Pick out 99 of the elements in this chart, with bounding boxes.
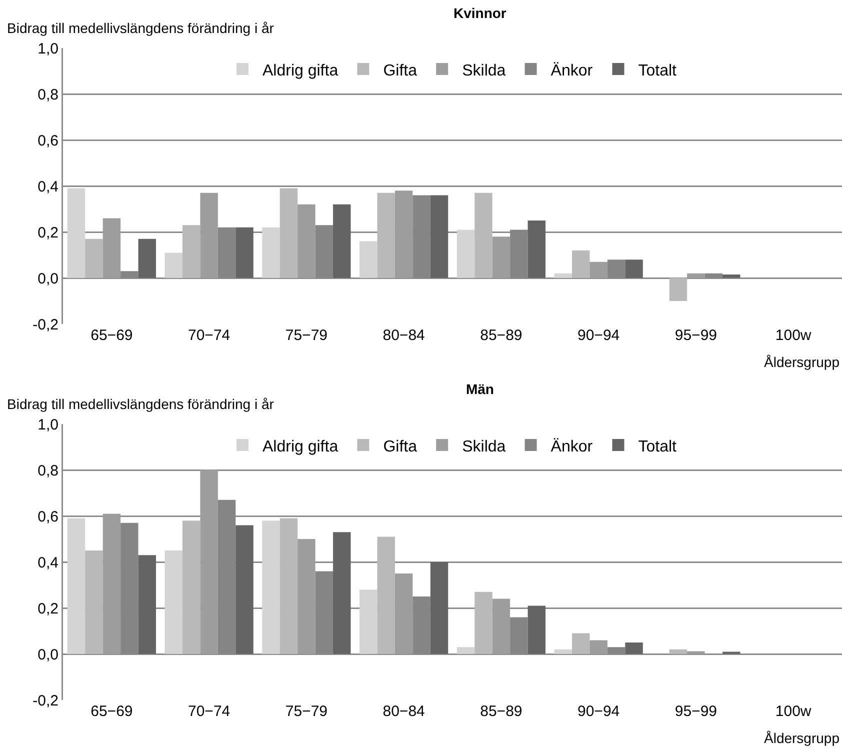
bar [182, 225, 200, 278]
x-tick-label: 65−69 [90, 703, 133, 720]
bar [669, 649, 688, 654]
legend-label: Aldrig gifta [262, 438, 338, 456]
bar [85, 238, 103, 278]
bar [590, 262, 608, 278]
x-tick-label: 95−99 [674, 327, 718, 344]
bar [430, 195, 448, 278]
bar [572, 633, 590, 654]
bar [236, 525, 254, 654]
bar [67, 188, 86, 278]
x-tick-label: 85−89 [480, 327, 522, 344]
x-tick-label: 85−89 [480, 703, 522, 720]
y-tick-label: 0,0 [38, 270, 58, 288]
bar [333, 204, 351, 278]
x-tick-label: 80−84 [382, 327, 425, 344]
y-tick-label: 0,8 [38, 86, 58, 104]
bar [182, 520, 200, 654]
bar [280, 518, 298, 654]
bar [298, 204, 316, 278]
bar [474, 192, 492, 278]
bar [722, 274, 740, 278]
x-tick-label: 65−69 [90, 327, 133, 344]
bar [333, 532, 351, 654]
bar [590, 640, 608, 654]
bar [360, 241, 378, 278]
legend-label: Totalt [638, 438, 678, 456]
legend-label: Änkor [550, 61, 594, 80]
legend-label: Aldrig gifta [262, 62, 338, 80]
legend-label: Gifta [383, 62, 418, 80]
bar [394, 574, 413, 654]
x-tick-label: 90−94 [577, 703, 620, 720]
bar [394, 190, 413, 278]
bar [474, 592, 492, 654]
bar [200, 470, 218, 654]
chart-title: Män [466, 380, 494, 397]
bar [687, 273, 705, 278]
bar [456, 647, 475, 654]
y-tick-label: -0,2 [32, 316, 58, 334]
bar [554, 273, 572, 278]
bar [554, 649, 572, 654]
y-tick-label: 0,8 [38, 462, 58, 480]
y-tick-label: 0,2 [38, 600, 58, 618]
bar [456, 230, 475, 278]
y-tick-label: 1,0 [38, 416, 58, 434]
y-tick-label: 0,4 [38, 178, 58, 196]
x-tick-label: 75−79 [285, 703, 328, 720]
bar [280, 188, 298, 278]
bar [377, 192, 395, 278]
bar [492, 598, 510, 654]
y-tick-label: 0,4 [38, 554, 58, 572]
bar [298, 539, 316, 654]
bar [138, 555, 156, 654]
bar [102, 514, 121, 654]
bar [262, 520, 280, 654]
bar [138, 238, 156, 278]
bar [102, 218, 121, 278]
y-tick-label: 0,6 [38, 508, 58, 526]
bar [625, 642, 643, 654]
bar [572, 250, 590, 278]
bar [528, 220, 546, 278]
y-axis-title: Bidrag till medellivslängdens förändring i år [7, 396, 274, 412]
y-tick-label: 0,6 [38, 132, 58, 150]
x-tick-label: 70−74 [188, 327, 230, 344]
x-axis-title: Åldersgrupp [764, 354, 840, 370]
legend-label: Skilda [462, 438, 506, 456]
bar [236, 227, 254, 278]
bar [262, 227, 280, 278]
y-tick-label: -0,2 [32, 692, 58, 710]
legend-label: Totalt [638, 62, 678, 80]
y-tick-label: 0,0 [38, 646, 58, 664]
y-axis-title: Bidrag till medellivslängdens förändring i år [7, 20, 274, 36]
bar [67, 518, 86, 654]
x-tick-label: 100w [775, 703, 812, 720]
bar [360, 590, 378, 654]
bar [492, 236, 510, 278]
x-tick-label: 75−79 [285, 327, 328, 344]
x-tick-label: 80−84 [382, 703, 425, 720]
bar [85, 550, 103, 654]
bar [430, 562, 448, 654]
legend-label: Skilda [462, 62, 506, 80]
legend-label: Änkor [550, 437, 594, 456]
y-tick-label: 0,2 [38, 224, 58, 242]
bar [625, 260, 643, 278]
legend-label: Gifta [383, 438, 418, 456]
x-tick-label: 70−74 [188, 703, 230, 720]
y-tick-label: 1,0 [38, 40, 58, 58]
bar [669, 278, 688, 301]
bar [377, 536, 395, 654]
bar [164, 550, 182, 654]
bar [687, 651, 705, 654]
bar [164, 252, 182, 278]
bar [528, 606, 546, 654]
x-axis-title: Åldersgrupp [764, 730, 840, 746]
x-tick-label: 90−94 [577, 327, 620, 344]
x-tick-label: 95−99 [674, 703, 718, 720]
x-tick-label: 100w [775, 327, 812, 344]
bar [200, 192, 218, 278]
chart-title: Kvinnor [453, 4, 507, 21]
